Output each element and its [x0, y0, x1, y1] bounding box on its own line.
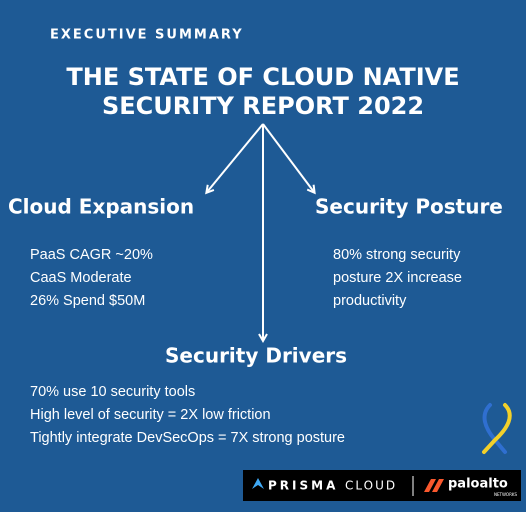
arrow — [262, 123, 314, 192]
logo-bar — [243, 470, 521, 501]
logo-text: PRISMA — [268, 479, 338, 493]
node-line: PaaS CAGR ~20% — [30, 247, 153, 263]
node-line: 26% Spend $50M — [30, 293, 145, 309]
prisma-icon — [252, 478, 264, 489]
node-line: High level of security = 2X low friction — [30, 407, 271, 423]
title-line: SECURITY REPORT 2022 — [102, 92, 424, 120]
node-line: 70% use 10 security tools — [30, 384, 195, 400]
node-line: posture 2X increase — [333, 270, 462, 286]
paloalto-icon — [424, 479, 444, 492]
node-label: Security Drivers — [165, 344, 347, 368]
arrow — [207, 123, 264, 192]
title-line: THE STATE OF CLOUD NATIVE — [66, 63, 459, 91]
node-line: 80% strong security — [333, 247, 461, 263]
logo-text: paloalto — [448, 477, 508, 492]
node-line: Tightly integrate DevSecOps = 7X strong … — [30, 430, 345, 446]
arrows — [207, 123, 314, 340]
node-line: CaaS Moderate — [30, 270, 132, 286]
logo-text: NETWORKS — [494, 492, 517, 497]
node-line: productivity — [333, 293, 407, 309]
logo-text: CLOUD — [345, 479, 397, 493]
node-label: Cloud Expansion — [8, 195, 194, 219]
ribbon-icon — [482, 403, 512, 454]
node-label: Security Posture — [315, 195, 503, 219]
kicker: EXECUTIVE SUMMARY — [50, 28, 244, 43]
